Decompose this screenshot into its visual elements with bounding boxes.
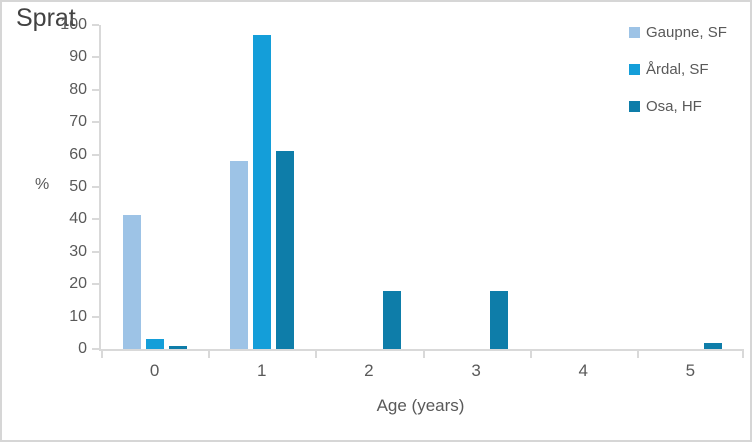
x-tick-label: 5	[685, 361, 696, 380]
y-axis-tick	[92, 348, 99, 350]
y-axis-tick	[92, 153, 99, 156]
x-tick-label: 4	[578, 361, 588, 380]
x-axis-tick	[101, 351, 103, 358]
legend-item-ardal: Årdal, SF	[629, 60, 727, 79]
y-tick-label: 20	[69, 275, 87, 293]
y-tick-label: 90	[69, 48, 87, 66]
plot-area: 0 10 20 30 40 50 60 70 80 90 100 0 1 2 3 4 5	[60, 16, 744, 380]
x-axis-tick	[315, 351, 318, 358]
y-tick-label: 60	[69, 145, 87, 163]
y-axis-tick	[92, 56, 99, 59]
y-tick-label: 40	[69, 210, 87, 228]
bar	[145, 339, 164, 349]
bar	[490, 290, 509, 349]
chart-title: Sprat	[16, 4, 76, 32]
y-tick-label: 50	[69, 178, 87, 195]
y-axis-tick	[92, 121, 99, 124]
legend-item-gaupne: Gaupne, SF	[629, 23, 727, 42]
x-axis-tick	[742, 351, 744, 358]
x-tick-label: 2	[364, 361, 374, 380]
x-axis-tick	[422, 351, 425, 358]
legend-item-osa: Osa, HF	[629, 97, 727, 116]
y-tick-label: 100	[60, 16, 87, 33]
y-axis-tick	[92, 88, 99, 91]
legend-label-gaupne: Gaupne, SF	[646, 24, 727, 41]
legend-swatch-osa	[629, 101, 640, 112]
legend-swatch-ardal	[629, 64, 640, 75]
y-tick-label: 70	[69, 113, 87, 131]
legend-label-osa: Osa, HF	[646, 98, 702, 115]
bar	[275, 151, 294, 349]
y-axis-tick	[92, 24, 99, 26]
y-tick-label: 0	[78, 340, 87, 357]
y-tick-label: 10	[69, 307, 87, 325]
x-axis-tick	[529, 351, 532, 358]
y-tick-label: 80	[69, 80, 87, 98]
y-axis-tick	[92, 283, 99, 286]
y-tick-label: 30	[69, 242, 87, 260]
y-axis-tick	[92, 315, 99, 318]
x-axis-tick	[636, 351, 639, 358]
y-axis-tick	[92, 218, 99, 221]
bar	[168, 345, 187, 349]
x-tick-label: 0	[149, 361, 160, 380]
legend: Gaupne, SF Årdal, SF Osa, HF	[629, 23, 727, 134]
x-axis-tick	[208, 351, 211, 358]
bar	[382, 290, 401, 349]
x-axis-title: Age (years)	[376, 396, 465, 415]
y-axis-title: %	[35, 176, 50, 193]
y-axis-tick	[92, 186, 99, 188]
y-axis-tick	[92, 250, 99, 253]
bar	[704, 342, 723, 349]
bar	[252, 34, 271, 349]
x-tick-label: 1	[257, 361, 267, 380]
bar	[229, 161, 248, 349]
legend-swatch-gaupne	[629, 27, 640, 38]
bar	[122, 214, 141, 349]
x-tick-label: 3	[471, 361, 481, 380]
legend-label-ardal: Årdal, SF	[646, 61, 709, 78]
